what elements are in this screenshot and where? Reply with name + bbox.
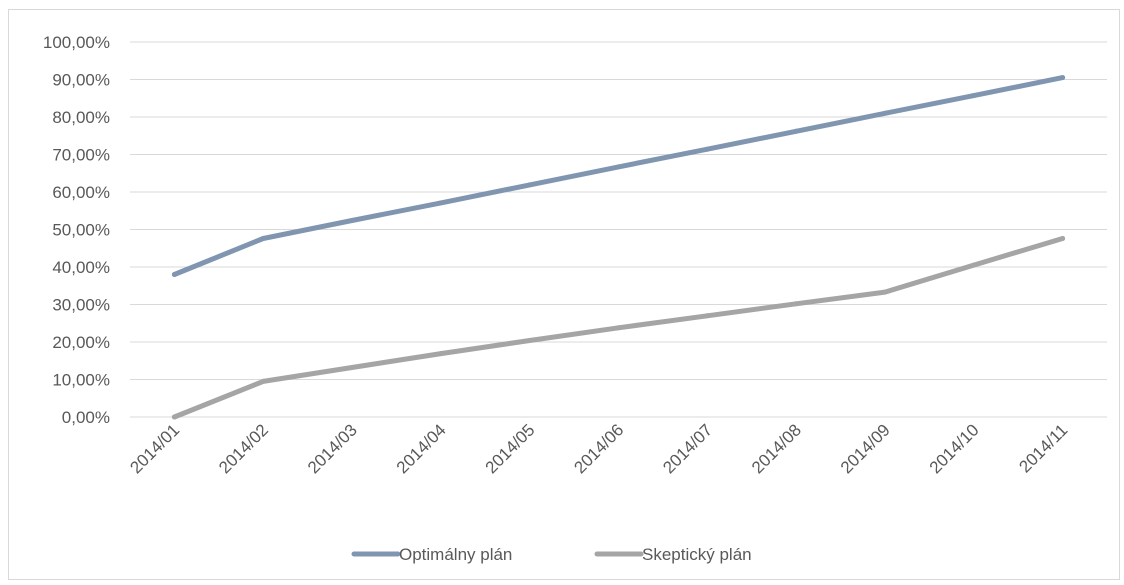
data-point [349, 218, 355, 223]
y-tick-label: 90,00% [52, 71, 110, 90]
legend-label: Optimálny plán [399, 545, 512, 564]
y-tick-label: 40,00% [52, 258, 110, 277]
y-tick-label: 80,00% [52, 108, 110, 127]
data-point [704, 146, 710, 152]
y-tick-label: 100,00% [43, 33, 110, 52]
x-tick-label: 2014/05 [482, 420, 539, 477]
y-tick-label: 20,00% [52, 333, 110, 352]
data-point [704, 313, 710, 319]
y-tick-label: 10,00% [52, 371, 110, 390]
x-tick-label: 2014/03 [304, 420, 361, 477]
x-tick-label: 2014/09 [837, 420, 894, 477]
series-lines [171, 75, 1066, 420]
x-axis-ticks: 2014/01 2014/02 2014/03 2014/04 2014/05 2014/… [126, 420, 1071, 477]
x-tick-label: 2014/04 [393, 420, 450, 477]
data-point [527, 338, 533, 343]
data-point [260, 236, 266, 241]
data-point [793, 128, 799, 134]
data-point [1060, 75, 1066, 81]
data-point [171, 272, 177, 277]
line-chart: 0,00% 10,00% 20,00% 30,00% 40,00% 50,00% 60,00… [43, 33, 1107, 564]
y-axis-ticks: 0,00% 10,00% 20,00% 30,00% 40,00% 50,00% 60,00… [43, 33, 110, 427]
data-point [616, 325, 621, 331]
data-point [527, 182, 533, 188]
data-point [438, 351, 444, 357]
data-point [438, 200, 444, 206]
data-point [793, 301, 799, 307]
x-tick-label: 2014/10 [926, 420, 983, 477]
data-point [171, 414, 177, 420]
data-point [1060, 236, 1066, 241]
data-point [616, 164, 621, 170]
legend-label: Skeptický plán [642, 545, 752, 564]
y-tick-label: 50,00% [52, 221, 110, 240]
data-point [260, 378, 266, 384]
data-point [882, 110, 888, 116]
y-tick-label: 0,00% [62, 408, 110, 427]
legend: Optimálny plán Skeptický plán [351, 545, 752, 564]
x-tick-label: 2014/08 [748, 420, 805, 477]
data-point [971, 262, 977, 268]
x-tick-label: 2014/06 [570, 420, 627, 477]
x-tick-label: 2014/07 [659, 420, 716, 477]
x-tick-label: 2014/11 [1015, 420, 1071, 476]
y-tick-label: 70,00% [52, 146, 110, 165]
gridlines [130, 41, 1107, 418]
y-tick-label: 60,00% [52, 183, 110, 202]
series-line-1 [171, 75, 1066, 277]
x-tick-label: 2014/01 [126, 420, 183, 477]
chart-container: 0,00% 10,00% 20,00% 30,00% 40,00% 50,00% 60,00… [8, 9, 1120, 580]
x-tick-label: 2014/02 [215, 420, 272, 477]
data-point [349, 365, 355, 370]
data-point [971, 93, 977, 99]
y-tick-label: 30,00% [52, 296, 110, 315]
data-point [882, 289, 888, 295]
